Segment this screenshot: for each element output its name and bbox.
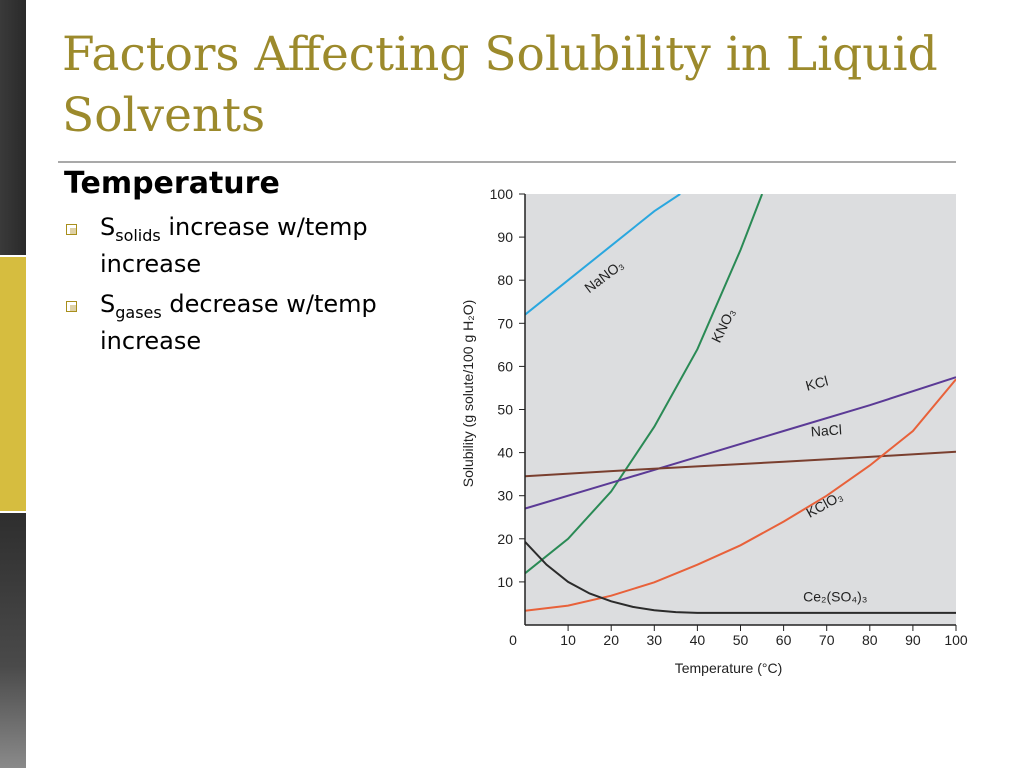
bullet-subscript: gases — [115, 303, 162, 322]
series-line — [525, 194, 681, 316]
y-tick-label: 80 — [497, 272, 513, 288]
x-tick-label: 60 — [776, 632, 792, 648]
x-tick-label: 0 — [509, 632, 517, 648]
series-label: Ce₂(SO₄)₃ — [803, 588, 867, 604]
series-line — [525, 194, 764, 575]
series-line — [525, 376, 956, 510]
series-label: NaCl — [810, 421, 842, 439]
bullet-prefix: S — [100, 290, 116, 318]
series-label: KCl — [804, 372, 830, 393]
series-line — [525, 450, 956, 478]
x-tick-label: 100 — [944, 632, 968, 648]
y-axis-label: Solubility (g solute/100 g H₂O) — [460, 300, 476, 488]
x-tick-label: 20 — [603, 632, 619, 648]
x-axis-label: Temperature (°C) — [675, 660, 783, 676]
x-tick-label: 90 — [905, 632, 921, 648]
series-line — [525, 378, 956, 612]
bullet-item-solids: Ssolids increase w/temp increase — [64, 210, 444, 281]
x-tick-label: 30 — [647, 632, 663, 648]
bullet-prefix: S — [100, 213, 116, 241]
y-tick-label: 90 — [497, 229, 513, 245]
side-bar-top — [0, 0, 26, 255]
x-tick-label: 10 — [560, 632, 576, 648]
y-tick-label: 40 — [497, 445, 513, 461]
bullet-text: increase w/temp increase — [100, 213, 368, 278]
y-tick-label: 100 — [490, 186, 514, 202]
solubility-chart: 0 10 20 30 40 50 60 70 80 90 100 100 90 80 70 60 50 40 30 2… — [460, 186, 968, 676]
bullet-list: Ssolids increase w/temp increase Sgases … — [64, 210, 444, 364]
x-tick-label: 80 — [862, 632, 878, 648]
side-accent-bar — [0, 0, 26, 768]
slide-title: Factors Affecting Solubility in Liquid S… — [62, 27, 938, 143]
y-tick-label: 10 — [497, 574, 513, 590]
x-tick-label: 40 — [690, 632, 706, 648]
y-tick-label: 70 — [497, 315, 513, 331]
y-tick-label: 30 — [497, 488, 513, 504]
y-tick-label: 20 — [497, 531, 513, 547]
plot-area — [525, 194, 956, 625]
y-tick-label: 60 — [497, 358, 513, 374]
square-bullet-icon — [66, 224, 77, 235]
x-tick-label: 70 — [819, 632, 835, 648]
x-tick-label: 50 — [733, 632, 749, 648]
y-tick-label: 50 — [497, 402, 513, 418]
square-bullet-icon — [66, 301, 77, 312]
bullet-text: decrease w/temp increase — [100, 290, 377, 355]
title-divider — [58, 161, 956, 163]
bullet-item-gases: Sgases decrease w/temp increase — [64, 287, 444, 358]
side-bar-gold — [0, 257, 26, 511]
side-bar-bottom — [0, 513, 26, 768]
bullet-subscript: solids — [115, 226, 161, 245]
subheading: Temperature — [64, 166, 280, 201]
series-line — [525, 541, 956, 614]
